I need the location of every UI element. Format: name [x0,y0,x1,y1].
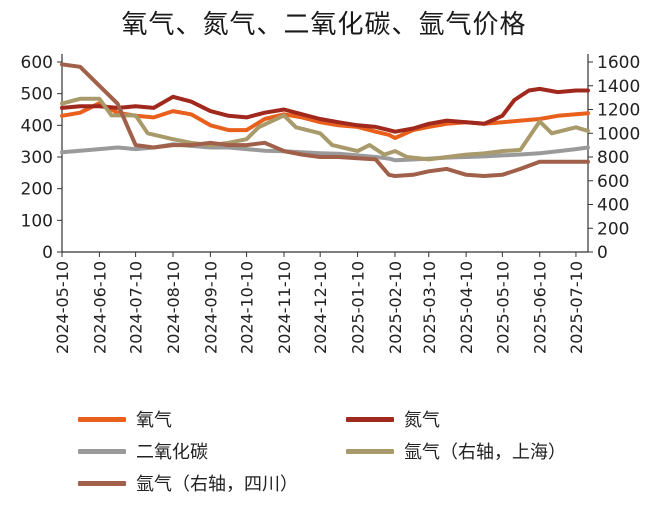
legend-label: 二氧化碳 [136,442,208,463]
x-tick-label: 2025-04-10 [457,261,476,354]
y-left-tick-label: 0 [42,243,53,263]
legend-item: 氮气 [346,404,440,434]
series-line-3 [60,96,590,162]
x-tick-label: 2025-03-10 [420,261,439,354]
y-left-tick-label: 300 [21,148,53,168]
x-tick-label: 2024-08-10 [164,261,183,354]
x-tick-label: 2024-07-10 [127,261,146,354]
legend-swatch [78,480,126,486]
y-left-tick-label: 100 [21,211,53,231]
legend-swatch [78,416,126,422]
legend-label: 氩气（右轴，上海） [404,442,566,463]
y-right-tick-label: 0 [597,243,608,263]
y-right-tick-label: 800 [597,148,629,168]
x-tick-label: 2025-02-10 [386,261,405,354]
legend-item: 氧气 [78,404,172,434]
series-line-1 [60,86,590,134]
y-left-tick-label: 500 [21,85,53,105]
legend-item: 氩气（右轴，四川） [78,468,298,498]
chart-legend: 氧气 氮气二氧化碳 氩气（右轴，上海） 氩气（右轴，四川） [78,402,618,502]
x-tick-label: 2024-10-10 [238,261,257,354]
x-tick-label: 2025-06-10 [531,261,550,354]
y-left-tick-label: 200 [21,180,53,200]
legend-item: 二氧化碳 [78,436,208,466]
x-tick-label: 2024-09-10 [201,261,220,354]
y-left-tick-label: 400 [21,116,53,136]
y-left-tick-label: 600 [21,53,53,73]
legend-item: 氩气（右轴，上海） [346,436,566,466]
legend-label: 氮气 [404,410,440,431]
y-right-tick-label: 400 [597,196,629,216]
legend-label: 氧气 [136,410,172,431]
y-right-tick-label: 600 [597,172,629,192]
series-line-4 [60,62,590,178]
legend-swatch [78,448,126,454]
x-tick-label: 2024-06-10 [90,261,109,354]
x-tick-label: 2024-12-10 [311,261,330,354]
legend-swatch [346,448,394,454]
y-right-tick-label: 1000 [597,124,640,144]
chart-title: 氧气、氮气、二氧化碳、氩气价格 [121,10,527,40]
x-tick-label: 2024-05-10 [53,261,72,354]
legend-swatch [346,416,394,422]
line-chart: 0 100 200 300 400 500 600 0 200 400 600 800 1000 1200… [21,53,641,354]
y-right-tick-label: 1400 [597,77,640,97]
x-tick-label: 2024-11-10 [275,261,294,354]
x-tick-label: 2025-05-10 [493,261,512,354]
y-right-tick-label: 200 [597,219,629,239]
series-line-0 [60,101,590,140]
y-right-tick-label: 1200 [597,101,640,121]
x-tick-label: 2025-01-10 [349,261,368,354]
legend-label: 氩气（右轴，四川） [136,474,298,495]
y-right-tick-label: 1600 [597,53,640,73]
x-tick-label: 2025-07-10 [567,261,586,354]
